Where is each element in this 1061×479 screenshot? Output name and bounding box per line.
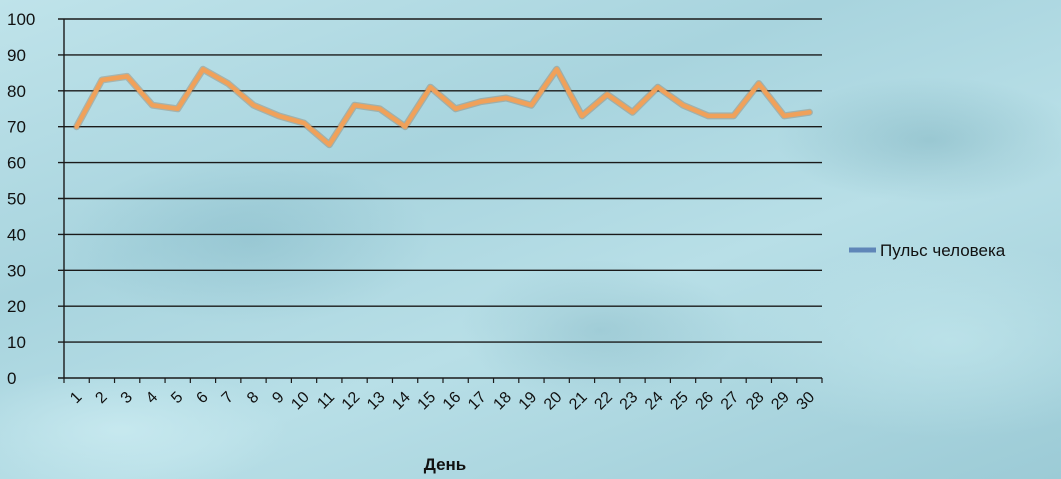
y-tick-label: 70 (7, 118, 26, 137)
x-tick-label: 23 (617, 389, 642, 414)
series-group (73, 65, 813, 149)
series-line (74, 67, 812, 147)
x-tick-label: 9 (269, 389, 287, 407)
x-tick-label: 13 (364, 389, 389, 414)
x-tick-label: 8 (244, 389, 262, 407)
x-tick-label: 1 (67, 389, 85, 407)
gridlines (58, 18, 822, 379)
x-tick-label: 19 (516, 389, 541, 414)
x-tick-label: 10 (288, 389, 313, 414)
x-tick-label: 7 (219, 389, 237, 407)
legend: Пульс человека (849, 241, 1006, 260)
x-tick-label: 24 (642, 389, 667, 414)
y-tick-label: 100 (7, 10, 35, 29)
y-axis-ticks: 0 10 20 30 40 50 60 70 80 90 100 (7, 10, 35, 388)
x-tick-label: 28 (743, 389, 768, 414)
y-tick-label: 0 (7, 369, 16, 388)
x-tick-label: 27 (718, 389, 743, 414)
y-tick-label: 90 (7, 46, 26, 65)
x-tick-label: 21 (566, 389, 591, 414)
x-tick-label: 5 (168, 389, 186, 407)
x-tick-label: 3 (118, 389, 136, 407)
series-line-shadow (73, 65, 813, 149)
x-axis-ticks: 1 2 3 4 5 6 7 8 9 10 11 12 13 14 15 16 17 18 19 20 21 22 23 24 2… (63, 378, 823, 414)
x-tick-label: 2 (92, 389, 110, 407)
y-tick-label: 10 (7, 333, 26, 352)
x-tick-label: 4 (143, 389, 161, 407)
x-tick-label: 29 (768, 389, 793, 414)
y-tick-label: 80 (7, 82, 26, 101)
x-tick-label: 25 (667, 389, 692, 414)
y-tick-label: 40 (7, 225, 26, 244)
y-tick-label: 60 (7, 154, 26, 173)
x-tick-label: 6 (193, 389, 211, 407)
x-tick-label: 15 (415, 389, 440, 414)
x-tick-label: 11 (314, 389, 338, 413)
x-tick-label: 30 (794, 389, 819, 414)
x-tick-label: 18 (490, 389, 515, 414)
x-tick-label: 12 (339, 389, 364, 414)
x-tick-label: 20 (541, 389, 566, 414)
x-tick-label: 14 (389, 389, 414, 414)
y-tick-label: 20 (7, 297, 26, 316)
y-tick-label: 30 (7, 261, 26, 280)
x-tick-label: 26 (693, 389, 718, 414)
x-tick-label: 22 (591, 389, 616, 414)
x-axis-title: День (424, 455, 467, 474)
y-tick-label: 50 (7, 190, 26, 209)
x-tick-label: 17 (465, 389, 490, 414)
x-tick-label: 16 (440, 389, 465, 414)
legend-label: Пульс человека (880, 241, 1006, 260)
